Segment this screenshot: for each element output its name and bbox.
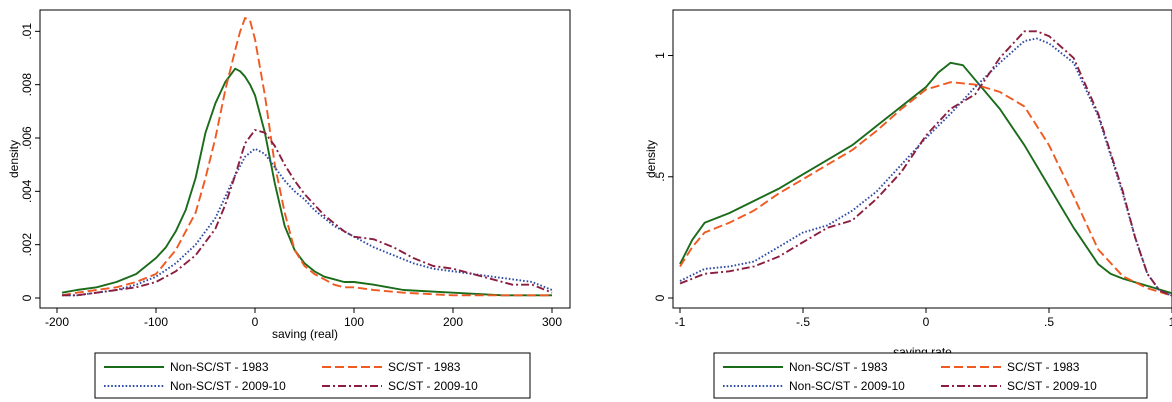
chart-saving-real: -200 -100 0 100 200 300 0 .002 .004 .006 .008 .01 sa… [7, 9, 571, 399]
y-tick-label: .008 [20, 73, 34, 97]
legend-label: Non-SC/ST - 2009-10 [789, 379, 905, 393]
legend-box [94, 352, 531, 399]
legend: Non-SC/ST - 1983 SC/ST - 1983 Non-SC/ST - … [713, 352, 1148, 399]
legend-box [713, 352, 1148, 399]
series-line-3 [679, 37, 1172, 297]
x-tick-label: 1 [1169, 315, 1172, 329]
x-tick-label: 200 [443, 315, 463, 329]
legend-label: SC/ST - 1983 [1007, 360, 1080, 374]
x-tick-label: -1 [675, 315, 686, 329]
legend-label: Non-SC/ST - 2009-10 [170, 379, 286, 393]
y-tick-label: .5 [653, 171, 667, 181]
series-line-2 [61, 17, 552, 297]
y-tick-label: .002 [20, 233, 34, 257]
y-axis-label: density [7, 140, 21, 178]
x-tick-label: 100 [344, 315, 364, 329]
series-line-2 [679, 81, 1172, 297]
series-line-4 [62, 129, 553, 297]
legend-label: SC/ST - 2009-10 [388, 379, 478, 393]
x-tick-label: -200 [45, 315, 69, 329]
x-axis-label: saving (real) [272, 327, 338, 341]
x-tick-label: 0 [252, 315, 259, 329]
legend-label: Non-SC/ST - 1983 [789, 360, 888, 374]
legend-label: SC/ST - 1983 [388, 360, 461, 374]
series-line-4 [679, 30, 1172, 297]
series-line-1 [679, 61, 1172, 295]
y-axis-label: density [644, 140, 658, 178]
y-tick-label: 1 [653, 52, 667, 59]
y-tick-label: .004 [20, 179, 34, 203]
series-line-3 [62, 147, 553, 297]
plot-area [672, 9, 1172, 309]
x-tick-label: 300 [542, 315, 562, 329]
legend-label: SC/ST - 2009-10 [1007, 379, 1097, 393]
y-tick-label: .01 [20, 23, 34, 40]
x-tick-label: -.5 [796, 315, 810, 329]
y-tick-label: 0 [20, 294, 34, 301]
plot-area [39, 9, 571, 309]
x-tick-label: 0 [923, 315, 930, 329]
y-tick-label: .006 [20, 126, 34, 150]
x-tick-label: -100 [144, 315, 168, 329]
legend: Non-SC/ST - 1983 SC/ST - 1983 Non-SC/ST - … [94, 352, 531, 399]
series-line-1 [61, 67, 552, 297]
legend-label: Non-SC/ST - 1983 [170, 360, 269, 374]
x-tick-label: .5 [1044, 315, 1054, 329]
y-tick-label: 0 [653, 294, 667, 301]
